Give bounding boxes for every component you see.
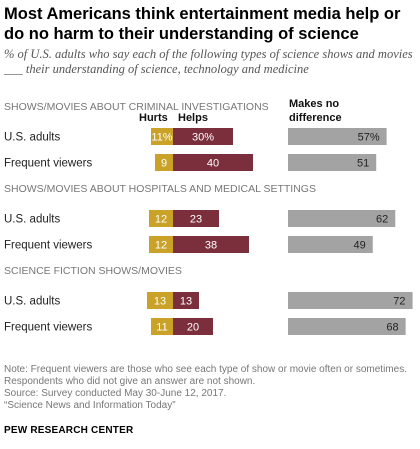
col-head-helps: Helps <box>178 112 208 124</box>
row-label: Frequent viewers <box>4 322 92 334</box>
section-label: SHOWS/MOVIES ABOUT HOSPITALS AND MEDICAL… <box>4 183 316 195</box>
chart-bars: SHOWS/MOVIES ABOUT CRIMINAL INVESTIGATIO… <box>4 101 413 335</box>
value-label-helps: 23 <box>190 214 202 226</box>
value-label-no-difference: 62 <box>376 214 388 226</box>
bar-helps <box>173 236 249 253</box>
row-label: Frequent viewers <box>4 158 92 170</box>
bar-helps <box>173 154 253 171</box>
col-head-no-difference-line2: difference <box>289 112 342 124</box>
bar-helps <box>173 318 213 335</box>
value-label-no-difference: 51 <box>357 158 369 170</box>
bar-hurts <box>151 318 173 335</box>
col-head-hurts: Hurts <box>139 112 168 124</box>
value-label-helps: 30% <box>192 132 214 144</box>
bar-no-difference <box>288 210 396 227</box>
value-label-hurts: 12 <box>155 214 167 226</box>
bar-helps <box>173 292 199 309</box>
row-label: U.S. adults <box>4 296 60 308</box>
value-label-helps: 20 <box>187 322 199 334</box>
section-label: SCIENCE FICTION SHOWS/MOVIES <box>4 265 182 277</box>
value-label-hurts: 13 <box>154 296 166 308</box>
bar-no-difference <box>288 154 377 171</box>
report-title-line: “Science News and Information Today” <box>4 400 176 411</box>
value-label-no-difference: 72 <box>393 296 405 308</box>
bar-hurts <box>149 210 173 227</box>
row-label: U.S. adults <box>4 214 60 226</box>
value-label-hurts: 11% <box>151 132 172 144</box>
value-label-helps: 38 <box>205 240 217 252</box>
note-line: Note: Frequent viewers are those who see… <box>4 364 407 375</box>
bar-hurts <box>155 154 173 171</box>
chart-notes: Note: Frequent viewers are those who see… <box>4 364 416 412</box>
value-label-hurts: 12 <box>155 240 167 252</box>
bar-helps <box>173 210 219 227</box>
bar-hurts <box>147 292 173 309</box>
value-label-no-difference: 57% <box>358 132 380 144</box>
bar-no-difference <box>288 292 413 309</box>
bar-no-difference <box>288 128 387 145</box>
source-line: Source: Survey conducted May 30-June 12,… <box>4 388 227 399</box>
row-label: Frequent viewers <box>4 240 92 252</box>
section-label: SHOWS/MOVIES ABOUT CRIMINAL INVESTIGATIO… <box>4 101 269 113</box>
value-label-hurts: 11 <box>156 322 167 334</box>
value-label-hurts: 9 <box>161 158 167 170</box>
value-label-helps: 13 <box>180 296 192 308</box>
bar-no-difference <box>288 318 406 335</box>
bar-helps <box>173 128 233 145</box>
bar-hurts <box>149 236 173 253</box>
chart-title: Most Americans think entertainment media… <box>4 5 401 43</box>
source-organization: PEW RESEARCH CENTER <box>4 425 134 436</box>
bar-no-difference <box>288 236 373 253</box>
value-label-no-difference: 49 <box>354 240 366 252</box>
value-label-helps: 40 <box>207 158 219 170</box>
col-head-no-difference-line1: Makes no <box>289 98 339 110</box>
chart-subtitle: % of U.S. adults who say each of the fol… <box>4 47 413 76</box>
note-line: Respondents who did not give an answer a… <box>4 376 256 387</box>
value-label-no-difference: 68 <box>386 322 398 334</box>
bar-hurts <box>151 128 173 145</box>
row-label: U.S. adults <box>4 132 60 144</box>
